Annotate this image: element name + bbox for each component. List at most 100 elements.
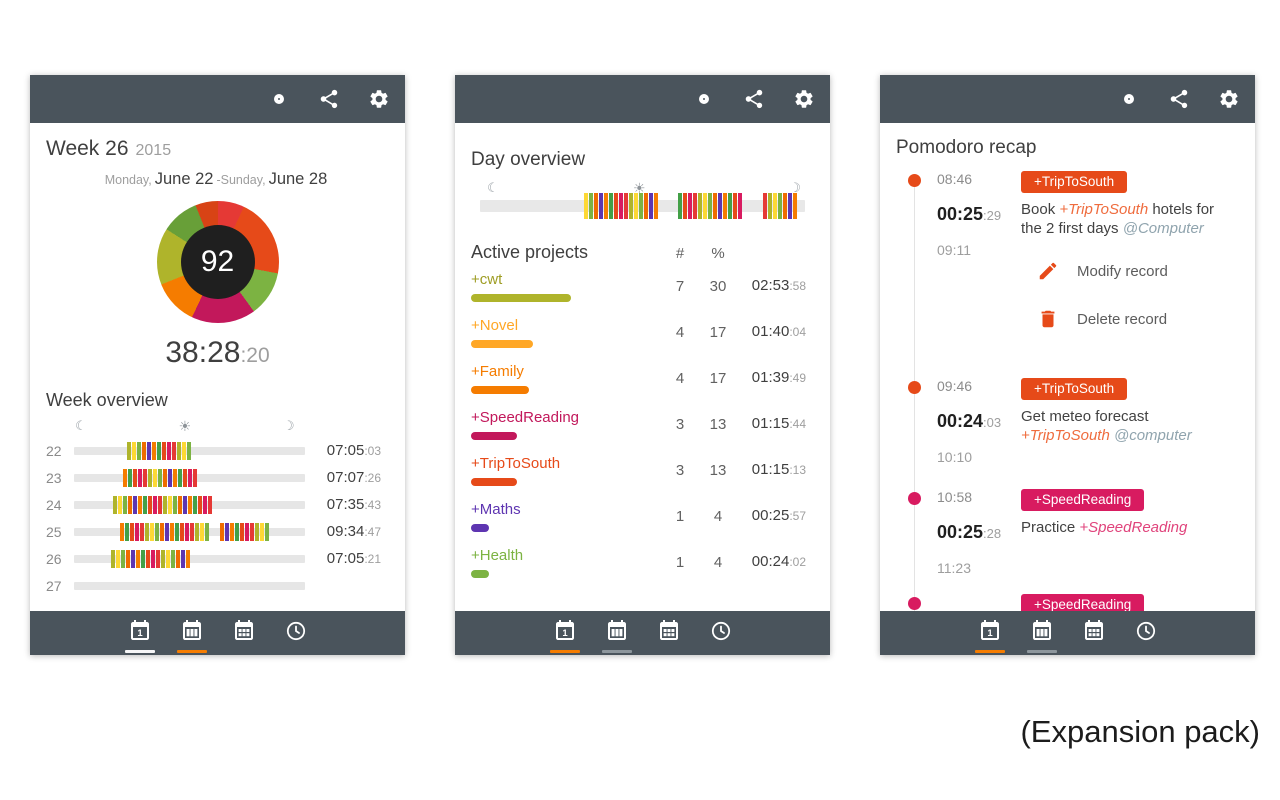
- nav-day-tab[interactable]: 1: [124, 611, 155, 655]
- active-tab-indicator: [1026, 650, 1057, 653]
- day-number: 22: [46, 442, 62, 459]
- active-tab-indicator: [549, 650, 580, 653]
- nav-week-tab[interactable]: [601, 611, 632, 655]
- project-name: +Maths: [471, 500, 521, 518]
- day-total-time: 09:34:47: [326, 522, 381, 540]
- project-percent: 17: [709, 369, 727, 387]
- share-icon[interactable]: [743, 88, 765, 110]
- record-description: Book +TripToSouth hotels for the 2 first…: [1021, 201, 1215, 237]
- panel-pomodoro-recap: Pomodoro recap 08:46 00:25:29 09:11 +TripTo…: [880, 75, 1255, 655]
- project-count: 4: [675, 369, 685, 387]
- calendar-week-icon: [180, 619, 204, 648]
- percent-column-header: %: [711, 245, 725, 262]
- share-icon[interactable]: [1168, 88, 1190, 110]
- record-body: +TripToSouth Get meteo forecast +TripToSo…: [1021, 378, 1255, 465]
- record-times: 08:46 00:25:29 09:11: [928, 171, 1021, 334]
- pomodoro-record[interactable]: 10:58 00:25:28 11:23 +SpeedReading Practice …: [880, 489, 1255, 594]
- calendar-day-icon: 1: [553, 619, 577, 648]
- nav-week-tab[interactable]: [1026, 611, 1057, 655]
- nav-day-tab[interactable]: 1: [549, 611, 580, 655]
- day-number: 27: [46, 577, 62, 594]
- svg-text:1: 1: [987, 628, 993, 639]
- record-icon[interactable]: [1118, 88, 1140, 110]
- day-number: 24: [46, 496, 62, 513]
- week-day-row[interactable]: 27: [30, 572, 405, 599]
- project-badge[interactable]: +TripToSouth: [1021, 171, 1128, 193]
- project-badge[interactable]: +SpeedReading: [1021, 594, 1145, 611]
- project-row[interactable]: +Health 1 4 00:24:02: [455, 539, 830, 585]
- share-icon[interactable]: [318, 88, 340, 110]
- week-day-row[interactable]: 23 07:07:26: [30, 464, 405, 491]
- project-progress-bar: [471, 523, 489, 532]
- timeline-rail: [880, 171, 928, 334]
- calendar-month-icon: [1082, 619, 1106, 648]
- day-activity-strip: [74, 468, 305, 487]
- project-name-cell: +Maths: [471, 501, 662, 532]
- timeline-rail: [880, 489, 928, 576]
- nav-week-tab[interactable]: [176, 611, 207, 655]
- project-count: 4: [675, 323, 685, 341]
- activity-bar-cluster: [762, 193, 797, 219]
- pomodoro-record[interactable]: +SpeedReading: [880, 594, 1255, 611]
- project-row[interactable]: +Maths 1 4 00:25:57: [455, 493, 830, 539]
- day-content: Day overview ☾ ☀ ☽ Active projects # % +…: [455, 123, 830, 611]
- calendar-day-icon: 1: [978, 619, 1002, 648]
- nav-month-tab[interactable]: [231, 611, 257, 655]
- project-row[interactable]: +Family 4 17 01:39:49: [455, 355, 830, 401]
- project-row[interactable]: +TripToSouth 3 13 01:15:13: [455, 447, 830, 493]
- record-icon[interactable]: [693, 88, 715, 110]
- project-row[interactable]: +cwt 7 30 02:53:58: [455, 263, 830, 309]
- timeline-rail: [880, 594, 928, 611]
- project-badge[interactable]: +SpeedReading: [1021, 489, 1145, 511]
- action-label: Delete record: [1077, 310, 1168, 328]
- day-number: 26: [46, 550, 62, 567]
- week-date-range: Monday, June 22 -Sunday, June 28: [104, 170, 328, 188]
- day-total-time: 07:07:26: [326, 468, 381, 486]
- project-time: 01:39:49: [751, 369, 806, 386]
- week-day-row[interactable]: 22 07:05:03: [30, 437, 405, 464]
- nav-history-tab[interactable]: [283, 611, 309, 655]
- pomodoro-record[interactable]: 09:46 00:24:03 10:10 +TripToSouth Get meteo …: [880, 378, 1255, 489]
- panel-day-view: Day overview ☾ ☀ ☽ Active projects # % +…: [455, 75, 830, 655]
- calendar-day-icon: 1: [128, 619, 152, 648]
- project-progress-bar: [471, 385, 529, 394]
- nav-day-tab[interactable]: 1: [974, 611, 1005, 655]
- week-day-row[interactable]: 24 07:35:43: [30, 491, 405, 518]
- week-day-row[interactable]: 25 09:34:47: [30, 518, 405, 545]
- project-row[interactable]: +SpeedReading 3 13 01:15:44: [455, 401, 830, 447]
- settings-icon[interactable]: [1218, 88, 1240, 110]
- project-count: 3: [675, 461, 685, 479]
- week-day-row[interactable]: 26 07:05:21: [30, 545, 405, 572]
- nav-history-tab[interactable]: [1133, 611, 1159, 655]
- day-total-time: 07:05:03: [326, 441, 381, 459]
- activity-bar-cluster: [120, 522, 210, 541]
- project-name-cell: +TripToSouth: [471, 455, 662, 486]
- recap-content: Pomodoro recap 08:46 00:25:29 09:11 +TripTo…: [880, 123, 1255, 611]
- nav-history-tab[interactable]: [708, 611, 734, 655]
- settings-icon[interactable]: [793, 88, 815, 110]
- day-activity-strip: [74, 495, 305, 514]
- project-row[interactable]: +Novel 4 17 01:40:04: [455, 309, 830, 355]
- nav-month-tab[interactable]: [656, 611, 682, 655]
- pencil-icon: [1037, 260, 1059, 282]
- activity-bar-cluster: [678, 193, 743, 219]
- pomodoro-record[interactable]: 08:46 00:25:29 09:11 +TripToSouth Book +Trip…: [880, 171, 1255, 378]
- project-badge[interactable]: +TripToSouth: [1021, 378, 1128, 400]
- moon-icon: ☾: [487, 181, 499, 196]
- project-percent: 30: [709, 277, 727, 295]
- settings-icon[interactable]: [368, 88, 390, 110]
- delete-record-action[interactable]: Delete record: [1021, 304, 1239, 334]
- project-time: 01:15:44: [751, 415, 806, 432]
- record-duration: 00:25:29: [937, 204, 1002, 224]
- nav-month-tab[interactable]: [1081, 611, 1107, 655]
- count-column-header: #: [675, 245, 685, 262]
- day-activity-strip: [74, 441, 305, 460]
- modify-record-action[interactable]: Modify record: [1021, 256, 1239, 286]
- project-name: +SpeedReading: [471, 408, 580, 426]
- pomodoro-recap-heading: Pomodoro recap: [896, 137, 1037, 158]
- project-name-cell: +Health: [471, 547, 662, 578]
- day-overview-heading: Day overview: [471, 149, 586, 170]
- daynight-scale: ☾ ☀ ☽: [74, 419, 305, 435]
- record-icon[interactable]: [268, 88, 290, 110]
- calendar-week-icon: [605, 619, 629, 648]
